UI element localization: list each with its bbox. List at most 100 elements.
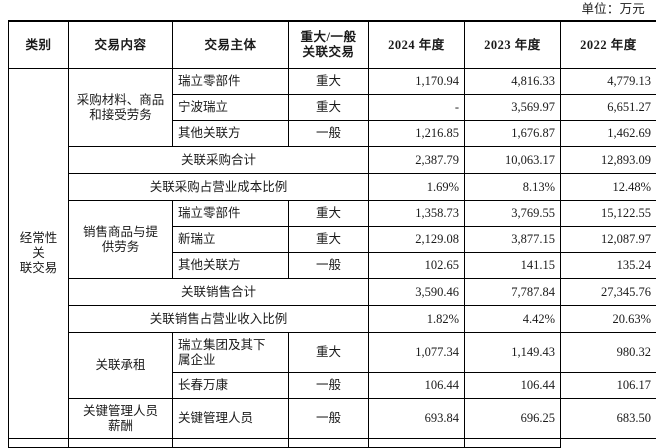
subject-cell: 其他关联方	[173, 121, 289, 147]
header-major-type-line1: 重大/一般	[294, 30, 363, 45]
table-row-clipped	[9, 439, 656, 448]
value-2024: 1,170.94	[369, 69, 465, 95]
category-label-line1: 经常性关	[14, 231, 63, 261]
clipped-cell	[69, 439, 173, 448]
header-subject: 交易主体	[173, 21, 289, 69]
value-2024: 102.65	[369, 253, 465, 279]
content-cell-key-management-line1: 关键管理人员	[74, 404, 167, 419]
major-type-cell: 一般	[289, 373, 369, 399]
total-value-2022: 12,893.09	[561, 147, 656, 174]
major-type-cell: 重大	[289, 69, 369, 95]
total-label-sales: 关联销售合计	[69, 279, 369, 306]
table-header: 类别 交易内容 交易主体 重大/一般 关联交易 2024 年度 2023 年度 …	[9, 21, 656, 69]
header-year-2022: 2022 年度	[561, 21, 656, 69]
value-2023: 141.15	[465, 253, 561, 279]
value-2022: 12,087.97	[561, 227, 656, 253]
ratio-value-2022: 20.63%	[561, 306, 656, 333]
total-value-2024: 2,387.79	[369, 147, 465, 174]
related-party-transactions-table-wrapper: 类别 交易内容 交易主体 重大/一般 关联交易 2024 年度 2023 年度 …	[8, 20, 653, 448]
header-category: 类别	[9, 21, 69, 69]
document-page: 单位：万元 类别 交易内容 交易主体 重大/一般 关联交易 2024 年度 20…	[0, 0, 656, 437]
content-cell-sales-line2: 供劳务	[74, 240, 167, 255]
ratio-value-2023: 4.42%	[465, 306, 561, 333]
total-label-procurement: 关联采购合计	[69, 147, 369, 174]
table-row-total: 关联销售合计 3,590.46 7,787.84 27,345.76	[9, 279, 656, 306]
major-type-cell: 一般	[289, 253, 369, 279]
value-2024: -	[369, 95, 465, 121]
value-2022: 683.50	[561, 399, 656, 439]
subject-cell: 其他关联方	[173, 253, 289, 279]
value-2022: 106.17	[561, 373, 656, 399]
value-2023: 4,816.33	[465, 69, 561, 95]
value-2023: 3,769.55	[465, 201, 561, 227]
table-row: 经常性关 联交易 采购材料、商品 和接受劳务 瑞立零部件 重大 1,170.94…	[9, 69, 656, 95]
unit-note: 单位：万元	[0, 0, 645, 18]
ratio-value-2024: 1.82%	[369, 306, 465, 333]
table-row-total: 关联采购合计 2,387.79 10,063.17 12,893.09	[9, 147, 656, 174]
subject-cell: 瑞立集团及其下 属企业	[173, 333, 289, 373]
value-2022: 135.24	[561, 253, 656, 279]
category-label-line2: 联交易	[14, 261, 63, 276]
table-row: 关联承租 瑞立集团及其下 属企业 重大 1,077.34 1,149.43 98…	[9, 333, 656, 373]
table-row-ratio: 关联采购占营业成本比例 1.69% 8.13% 12.48%	[9, 174, 656, 201]
total-value-2022: 27,345.76	[561, 279, 656, 306]
subject-cell: 关键管理人员	[173, 399, 289, 439]
total-value-2023: 10,063.17	[465, 147, 561, 174]
subject-cell: 瑞立零部件	[173, 201, 289, 227]
header-major-type-line2: 关联交易	[294, 45, 363, 60]
content-cell-sales-line1: 销售商品与提	[74, 225, 167, 240]
total-value-2023: 7,787.84	[465, 279, 561, 306]
value-2022: 15,122.55	[561, 201, 656, 227]
ratio-label-sales: 关联销售占营业收入比例	[69, 306, 369, 333]
value-2024: 106.44	[369, 373, 465, 399]
total-value-2024: 3,590.46	[369, 279, 465, 306]
value-2023: 3,569.97	[465, 95, 561, 121]
major-type-cell: 重大	[289, 227, 369, 253]
table-row: 关键管理人员 薪酬 关键管理人员 一般 693.84 696.25 683.50	[9, 399, 656, 439]
subject-cell: 新瑞立	[173, 227, 289, 253]
ratio-value-2023: 8.13%	[465, 174, 561, 201]
major-type-cell: 重大	[289, 333, 369, 373]
value-2024: 2,129.08	[369, 227, 465, 253]
value-2023: 3,877.15	[465, 227, 561, 253]
value-2023: 1,676.87	[465, 121, 561, 147]
value-2023: 1,149.43	[465, 333, 561, 373]
content-cell-key-management-line2: 薪酬	[74, 419, 167, 434]
clipped-cell	[465, 439, 561, 448]
value-2022: 980.32	[561, 333, 656, 373]
content-cell-lease: 关联承租	[69, 333, 173, 399]
subject-cell: 长春万康	[173, 373, 289, 399]
content-cell-procurement-line1: 采购材料、商品	[74, 93, 167, 108]
major-type-cell: 一般	[289, 121, 369, 147]
table-body: 经常性关 联交易 采购材料、商品 和接受劳务 瑞立零部件 重大 1,170.94…	[9, 69, 656, 448]
clipped-cell	[369, 439, 465, 448]
subject-cell-line2: 属企业	[178, 353, 283, 368]
ratio-value-2024: 1.69%	[369, 174, 465, 201]
value-2023: 106.44	[465, 373, 561, 399]
value-2024: 1,077.34	[369, 333, 465, 373]
header-row: 类别 交易内容 交易主体 重大/一般 关联交易 2024 年度 2023 年度 …	[9, 21, 656, 69]
major-type-cell: 一般	[289, 399, 369, 439]
value-2024: 693.84	[369, 399, 465, 439]
table-row: 销售商品与提 供劳务 瑞立零部件 重大 1,358.73 3,769.55 15…	[9, 201, 656, 227]
ratio-label-procurement: 关联采购占营业成本比例	[69, 174, 369, 201]
content-cell-key-management: 关键管理人员 薪酬	[69, 399, 173, 439]
value-2024: 1,358.73	[369, 201, 465, 227]
subject-cell-line1: 瑞立集团及其下	[178, 338, 283, 353]
clipped-cell	[289, 439, 369, 448]
subject-cell: 瑞立零部件	[173, 69, 289, 95]
subject-cell: 宁波瑞立	[173, 95, 289, 121]
content-cell-procurement: 采购材料、商品 和接受劳务	[69, 69, 173, 147]
related-party-transactions-table: 类别 交易内容 交易主体 重大/一般 关联交易 2024 年度 2023 年度 …	[8, 20, 656, 448]
table-row-ratio: 关联销售占营业收入比例 1.82% 4.42% 20.63%	[9, 306, 656, 333]
value-2024: 1,216.85	[369, 121, 465, 147]
ratio-value-2022: 12.48%	[561, 174, 656, 201]
header-year-2023: 2023 年度	[465, 21, 561, 69]
clipped-cell	[173, 439, 289, 448]
content-cell-procurement-line2: 和接受劳务	[74, 108, 167, 123]
clipped-cell	[9, 439, 69, 448]
major-type-cell: 重大	[289, 95, 369, 121]
header-content: 交易内容	[69, 21, 173, 69]
header-major-type: 重大/一般 关联交易	[289, 21, 369, 69]
header-year-2024: 2024 年度	[369, 21, 465, 69]
